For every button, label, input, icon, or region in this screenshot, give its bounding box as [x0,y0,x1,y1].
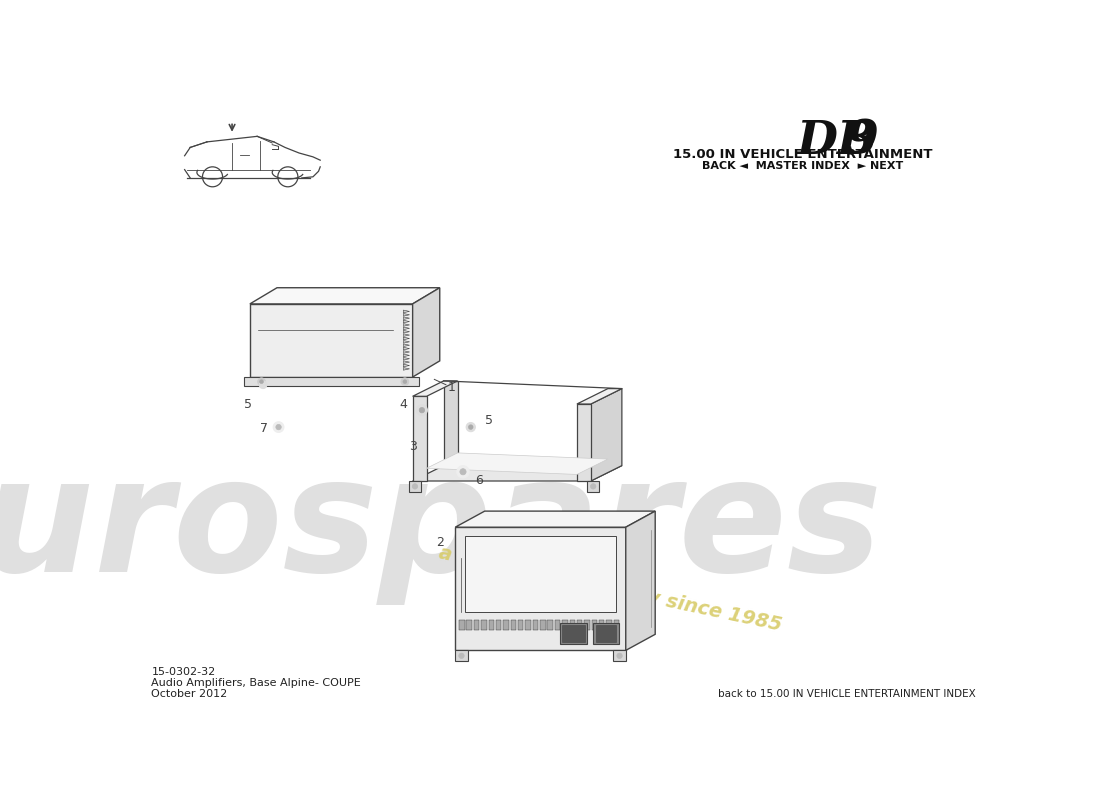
Text: 4: 4 [399,398,407,410]
Polygon shape [412,288,440,377]
Polygon shape [412,381,458,396]
Circle shape [617,653,623,658]
Polygon shape [455,511,656,527]
Polygon shape [455,650,468,661]
Polygon shape [532,619,538,630]
Circle shape [276,425,282,430]
Polygon shape [404,347,409,350]
Polygon shape [562,625,585,642]
Circle shape [591,484,596,489]
Polygon shape [427,453,608,474]
Text: 1: 1 [448,381,455,394]
Circle shape [419,407,425,413]
Polygon shape [466,619,472,630]
Circle shape [412,484,418,489]
Text: 2: 2 [436,536,443,549]
Polygon shape [576,619,582,630]
Circle shape [417,405,427,415]
Circle shape [459,653,464,658]
Polygon shape [592,619,597,630]
Polygon shape [412,396,427,481]
Polygon shape [404,367,409,370]
Polygon shape [404,334,409,337]
Polygon shape [404,337,409,340]
Polygon shape [474,619,480,630]
Polygon shape [526,619,531,630]
Polygon shape [244,377,419,386]
Polygon shape [591,389,622,481]
Polygon shape [404,310,409,313]
Text: 3: 3 [408,440,417,453]
Circle shape [260,380,263,383]
Polygon shape [614,619,619,630]
Polygon shape [548,619,553,630]
Polygon shape [576,389,621,404]
Polygon shape [464,537,616,612]
Polygon shape [404,330,409,333]
Polygon shape [593,622,619,644]
Polygon shape [562,619,568,630]
Polygon shape [404,320,409,323]
Polygon shape [606,619,612,630]
Polygon shape [570,619,575,630]
Polygon shape [459,619,464,630]
Circle shape [403,380,407,383]
Polygon shape [409,481,421,492]
Text: Audio Amplifiers, Base Alpine- COUPE: Audio Amplifiers, Base Alpine- COUPE [152,678,361,688]
Text: back to 15.00 IN VEHICLE ENTERTAINMENT INDEX: back to 15.00 IN VEHICLE ENTERTAINMENT I… [718,689,976,699]
Polygon shape [250,288,440,304]
Text: eurospares: eurospares [0,450,883,605]
Polygon shape [404,323,409,326]
Circle shape [260,381,267,389]
Circle shape [402,378,409,386]
Circle shape [460,469,466,475]
Text: 15-0302-32: 15-0302-32 [152,667,216,678]
Text: 7: 7 [260,422,267,435]
Text: 5: 5 [485,414,493,427]
Polygon shape [404,350,409,354]
Text: 6: 6 [474,474,483,487]
Text: DB: DB [796,118,877,163]
Polygon shape [595,625,616,642]
Polygon shape [404,364,409,367]
Text: October 2012: October 2012 [152,689,228,699]
Circle shape [273,422,284,433]
Polygon shape [510,619,516,630]
Text: 9: 9 [846,118,879,163]
Circle shape [469,425,473,430]
Polygon shape [587,481,600,492]
Polygon shape [614,650,626,661]
Polygon shape [600,619,604,630]
Polygon shape [404,314,409,316]
Polygon shape [518,619,524,630]
Polygon shape [576,404,591,481]
Text: BACK ◄  MASTER INDEX  ► NEXT: BACK ◄ MASTER INDEX ► NEXT [702,161,903,170]
Polygon shape [481,619,486,630]
Polygon shape [404,358,409,360]
Polygon shape [404,361,409,363]
Polygon shape [412,466,622,481]
Polygon shape [404,344,409,346]
Polygon shape [504,619,508,630]
Text: 5: 5 [244,398,252,410]
Polygon shape [560,622,587,644]
Polygon shape [626,511,656,650]
Polygon shape [540,619,546,630]
Circle shape [257,378,265,386]
Polygon shape [250,304,412,377]
Polygon shape [404,327,409,330]
Polygon shape [496,619,502,630]
Polygon shape [443,381,458,466]
Polygon shape [404,341,409,343]
Text: 15.00 IN VEHICLE ENTERTAINMENT: 15.00 IN VEHICLE ENTERTAINMENT [673,148,932,162]
Polygon shape [488,619,494,630]
Polygon shape [554,619,560,630]
Polygon shape [404,354,409,357]
Polygon shape [584,619,590,630]
Polygon shape [404,317,409,319]
Polygon shape [455,527,626,650]
Text: a passion for quality since 1985: a passion for quality since 1985 [437,543,783,634]
Circle shape [456,466,470,478]
Circle shape [466,422,475,432]
